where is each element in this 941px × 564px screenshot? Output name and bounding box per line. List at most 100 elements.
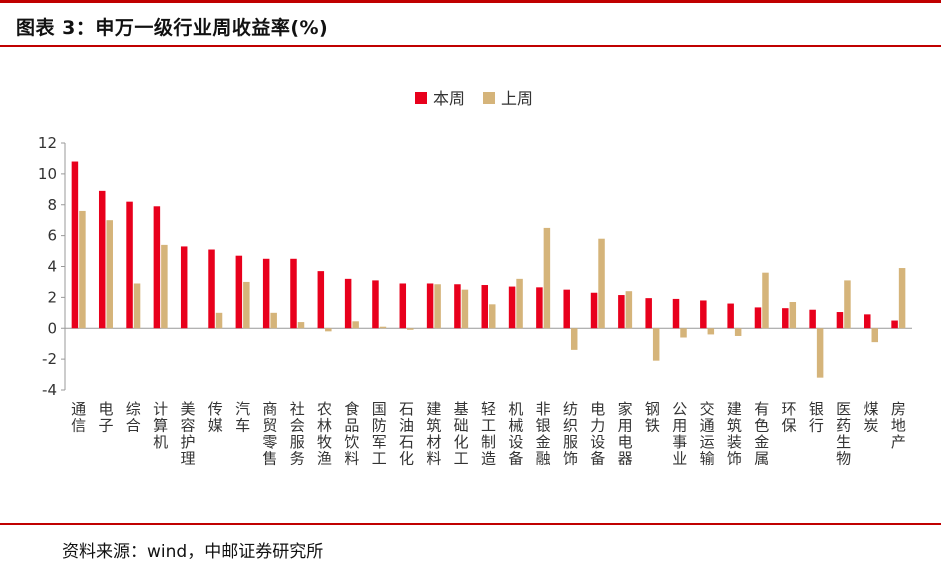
bar-last-week bbox=[844, 280, 851, 329]
x-tick-label: 基础化工 bbox=[454, 400, 469, 468]
bar-last-week bbox=[652, 328, 660, 361]
x-tick-label: 计算机 bbox=[153, 400, 168, 451]
x-tick-label: 汽车 bbox=[235, 400, 250, 435]
bar-last-week bbox=[461, 289, 469, 329]
x-tick-label: 交通运输 bbox=[700, 400, 715, 468]
bar-this-week bbox=[235, 255, 243, 329]
y-tick-label: 0 bbox=[47, 319, 57, 337]
x-tick-label: 通信 bbox=[71, 400, 86, 435]
legend-swatch-last-week bbox=[483, 92, 495, 104]
x-tick-label: 电力设备 bbox=[590, 400, 605, 468]
y-tick-label: 12 bbox=[38, 134, 57, 152]
source-note: 资料来源：wind，中邮证券研究所 bbox=[62, 542, 324, 562]
bar-this-week bbox=[262, 258, 270, 329]
bar-last-week bbox=[816, 328, 824, 378]
legend-swatch-this-week bbox=[415, 92, 427, 104]
bar-last-week bbox=[898, 268, 906, 329]
bar-this-week bbox=[153, 206, 161, 329]
y-tick-label: 4 bbox=[47, 258, 57, 276]
bar-last-week bbox=[243, 281, 250, 329]
x-tick-label: 纺织服饰 bbox=[563, 400, 578, 468]
bar-this-week bbox=[98, 190, 106, 329]
x-tick-label: 综合 bbox=[126, 400, 141, 435]
bar-last-week bbox=[352, 321, 359, 329]
bottom-divider bbox=[0, 523, 941, 525]
bar-last-week bbox=[707, 328, 715, 335]
bar-last-week bbox=[379, 326, 387, 329]
bar-this-week bbox=[563, 289, 570, 329]
bar-this-week bbox=[454, 284, 461, 329]
x-tick-label: 公用事业 bbox=[672, 400, 687, 468]
x-tick-label: 房地产 bbox=[891, 400, 906, 451]
x-tick-label: 有色金属 bbox=[754, 400, 769, 468]
bar-last-week bbox=[133, 283, 141, 329]
x-tick-label: 轻工制造 bbox=[481, 400, 496, 468]
bar-this-week bbox=[317, 271, 325, 329]
y-tick-label: 6 bbox=[47, 227, 57, 245]
bar-last-week bbox=[625, 291, 633, 329]
x-tick-label: 非银金融 bbox=[536, 400, 551, 468]
bar-last-week bbox=[407, 328, 414, 330]
bar-this-week bbox=[618, 295, 625, 329]
bar-last-week bbox=[680, 328, 687, 338]
x-tick-label: 美容护理 bbox=[180, 400, 195, 468]
bar-this-week bbox=[809, 309, 816, 329]
bar-last-week bbox=[161, 244, 168, 329]
bar-this-week bbox=[508, 286, 516, 329]
x-tick-label: 机械设备 bbox=[508, 400, 523, 468]
bar-this-week bbox=[344, 278, 352, 329]
bar-this-week bbox=[700, 300, 707, 329]
x-tick-label: 食品饮料 bbox=[344, 400, 359, 468]
bar-last-week bbox=[79, 210, 86, 329]
y-tick-label: 2 bbox=[47, 288, 57, 306]
bar-last-week bbox=[270, 312, 277, 329]
bar-last-week bbox=[106, 220, 113, 329]
x-tick-label: 煤炭 bbox=[864, 400, 879, 435]
x-tick-label: 建筑材料 bbox=[426, 400, 441, 468]
figure-title: 图表 3：申万一级行业周收益率(%) bbox=[16, 17, 329, 39]
x-tick-label: 建筑装饰 bbox=[727, 400, 742, 468]
x-tick-label: 国防军工 bbox=[372, 400, 387, 468]
bar-this-week bbox=[372, 280, 379, 329]
title-divider bbox=[0, 45, 941, 47]
x-tick-label: 钢铁 bbox=[645, 400, 660, 435]
bar-last-week bbox=[734, 328, 742, 336]
x-tick-label: 医药生物 bbox=[836, 400, 851, 468]
bar-this-week bbox=[290, 258, 297, 329]
y-tick-label: 8 bbox=[47, 196, 57, 214]
bar-this-week bbox=[426, 283, 434, 329]
x-tick-label: 商贸零售 bbox=[262, 400, 277, 468]
bar-last-week bbox=[543, 227, 551, 329]
x-tick-label: 家用电器 bbox=[618, 400, 633, 468]
bar-this-week bbox=[126, 201, 133, 329]
x-tick-label: 农林牧渔 bbox=[317, 400, 332, 468]
bar-last-week bbox=[434, 284, 441, 329]
bar-this-week bbox=[864, 314, 871, 329]
bar-last-week bbox=[489, 304, 496, 329]
bar-last-week bbox=[297, 322, 305, 329]
bar-last-week bbox=[789, 302, 797, 329]
x-tick-label: 传媒 bbox=[208, 400, 223, 435]
bar-last-week bbox=[215, 312, 223, 329]
bar-this-week bbox=[836, 312, 844, 329]
legend-label-last-week: 上周 bbox=[501, 89, 533, 108]
bar-this-week bbox=[208, 249, 215, 329]
bar-this-week bbox=[754, 307, 762, 329]
x-tick-label: 电子 bbox=[98, 400, 113, 435]
x-tick-label: 社会服务 bbox=[290, 400, 305, 468]
y-tick-label: -2 bbox=[42, 350, 57, 368]
x-tick-label: 银行 bbox=[809, 400, 824, 435]
bar-this-week bbox=[782, 308, 789, 329]
bar-this-week bbox=[399, 283, 407, 329]
bar-this-week bbox=[481, 285, 488, 329]
y-tick-label: -4 bbox=[42, 381, 57, 399]
y-tick-label: 10 bbox=[38, 165, 57, 183]
bar-last-week bbox=[570, 328, 578, 350]
bar-this-week bbox=[727, 303, 734, 329]
x-tick-label: 石油石化 bbox=[399, 400, 414, 468]
bar-this-week bbox=[71, 161, 79, 329]
bar-this-week bbox=[672, 298, 680, 329]
bar-this-week bbox=[536, 287, 543, 329]
bar-last-week bbox=[762, 272, 769, 329]
bar-last-week bbox=[598, 238, 605, 329]
